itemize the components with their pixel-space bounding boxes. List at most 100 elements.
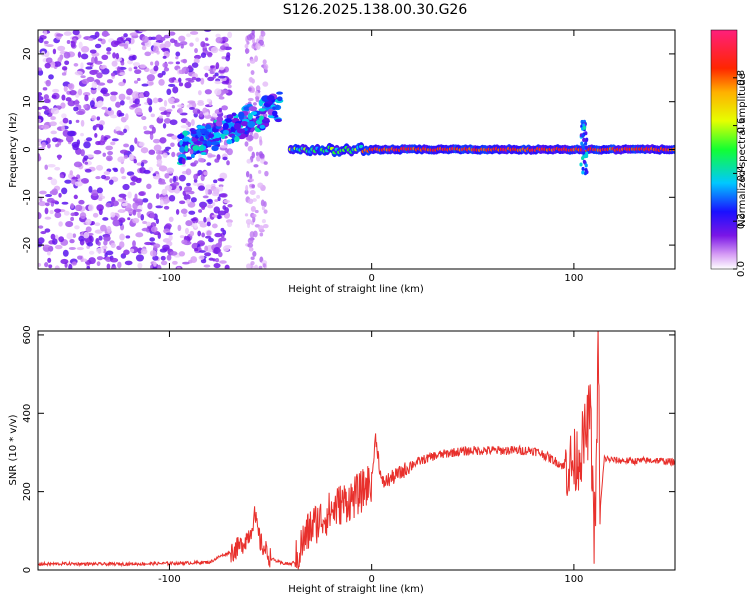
spectrogram-blob xyxy=(215,36,223,44)
spectrogram-blob xyxy=(129,248,135,253)
spectrogram-blob xyxy=(191,76,197,81)
spectrogram-blob xyxy=(214,132,222,139)
spectrogram-blob xyxy=(116,36,124,44)
spectrogram-blob xyxy=(250,206,256,212)
colorbar-ticks: 0.0 0.2 0.4 0.6 0.8 xyxy=(733,70,747,277)
spectrogram-blob xyxy=(45,202,50,207)
spectrogram-blob xyxy=(245,47,249,55)
spectrogram-blob xyxy=(46,250,51,256)
spectrogram-blob xyxy=(86,242,94,247)
spectrogram-blob xyxy=(80,178,89,184)
spectrogram-blob xyxy=(198,250,206,253)
spectrogram-blob xyxy=(49,210,54,215)
spectrogram-blob xyxy=(178,174,186,182)
spectrogram-blob xyxy=(67,83,73,89)
spectrogram-blob xyxy=(181,239,188,245)
spectrogram-blob xyxy=(169,119,178,126)
spectrogram-blob xyxy=(207,198,213,205)
spectrogram-blob xyxy=(227,204,233,208)
spectrogram-blob xyxy=(102,152,107,157)
spectrogram-blob xyxy=(211,201,216,207)
spectrogram-blob xyxy=(195,37,200,43)
spectrogram-blob xyxy=(171,151,176,158)
spectrogram-blob xyxy=(178,82,184,87)
spectrogram-blob xyxy=(89,100,95,108)
spectrogram-blob xyxy=(110,114,118,119)
spectrogram-blob xyxy=(248,87,253,92)
spectrogram-blob xyxy=(76,247,84,251)
spectrogram-blob xyxy=(163,200,168,205)
spectrogram-blob xyxy=(184,227,190,235)
spectrogram-blob xyxy=(54,212,62,219)
spectrogram-blob xyxy=(109,257,119,263)
spectrogram-blob xyxy=(251,87,256,93)
spectrogram-blob xyxy=(150,113,155,118)
spectrogram-blob xyxy=(38,262,42,267)
spectrogram-blob xyxy=(73,194,78,200)
spectrogram-blob xyxy=(87,232,94,236)
spectrogram-blob xyxy=(51,188,58,196)
spectrogram-blob xyxy=(182,140,189,145)
spectrogram-blob xyxy=(80,75,86,79)
spectrogram-blob xyxy=(74,99,80,107)
spectrogram-blob xyxy=(80,62,84,70)
spectrogram-blob xyxy=(218,107,222,113)
spectrogram-blob xyxy=(99,65,106,70)
y-tick-label-freq: 10 xyxy=(22,95,33,108)
spectrogram-blob xyxy=(84,161,89,165)
spectrogram-blob xyxy=(38,225,44,229)
spectrogram-blob xyxy=(194,248,199,252)
spectrogram-blob xyxy=(205,188,209,196)
spectrogram-blob xyxy=(254,90,259,97)
spectrogram-blob xyxy=(231,112,237,117)
spectrogram-blob xyxy=(63,85,68,92)
spectrogram-blob xyxy=(106,47,112,52)
spectrogram-blob xyxy=(95,140,101,146)
x-tick-label-freq: -100 xyxy=(158,273,181,284)
spectrogram-blob xyxy=(175,61,181,65)
spectrogram-blob xyxy=(150,61,154,66)
spectrogram-blob xyxy=(57,154,61,161)
spectrogram-blob xyxy=(198,185,206,191)
spectrogram-blob xyxy=(156,264,162,269)
spectrogram-blob xyxy=(156,116,164,124)
spectrogram-blob xyxy=(222,205,226,210)
spectrogram-blob xyxy=(181,157,186,165)
spectrogram-blob xyxy=(52,88,60,93)
spectrogram-blob xyxy=(217,196,221,202)
spectrogram-blob xyxy=(200,52,207,59)
spectrogram-blob xyxy=(219,186,224,192)
spectrogram-blob xyxy=(205,184,212,189)
spectrogram-blob xyxy=(252,216,256,223)
spectrogram-blob xyxy=(71,141,80,148)
spectrogram-blob xyxy=(137,262,143,269)
spectrogram-blob xyxy=(197,90,202,96)
spectrogram-blob xyxy=(127,59,133,65)
spectrogram-blob xyxy=(215,125,222,130)
spectrogram-blob xyxy=(39,196,43,202)
spectrogram-blob xyxy=(38,200,47,207)
spectrogram-blob xyxy=(172,260,178,265)
spectrogram-blob xyxy=(89,49,97,54)
spectrogram-blob xyxy=(213,262,221,269)
spectrogram-blob xyxy=(167,61,174,65)
chart-title: S126.2025.138.00.30.G26 xyxy=(283,2,468,18)
spectrogram-blob xyxy=(42,87,48,91)
spectrogram-blob xyxy=(103,235,111,242)
spectrogram-blob xyxy=(236,128,246,134)
spectrogram-blob xyxy=(41,141,47,148)
spectrogram-blob xyxy=(94,222,101,227)
spectrogram-blob xyxy=(99,120,105,126)
spectrogram-blob xyxy=(120,61,125,66)
spectrogram-blob xyxy=(70,212,76,217)
spectrogram-blob xyxy=(141,83,149,87)
spectrogram-blob xyxy=(220,45,227,51)
spectrogram-blob xyxy=(583,154,587,159)
spectrogram-blob xyxy=(106,225,112,234)
spectrogram-blob xyxy=(152,266,158,269)
spectrogram-blob xyxy=(175,208,180,215)
spectrogram-blob xyxy=(110,40,119,48)
spectrogram-blob xyxy=(580,141,584,146)
spectrogram-blob xyxy=(185,220,193,227)
spectrogram-blob xyxy=(208,237,214,243)
